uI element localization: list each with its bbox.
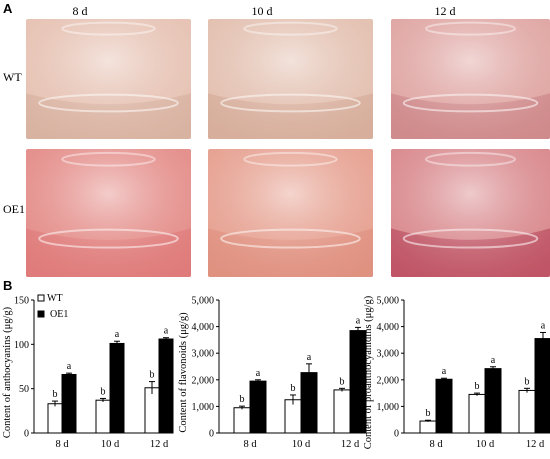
significance-letter: b bbox=[426, 408, 431, 419]
significance-letter: a bbox=[164, 326, 169, 337]
y-tick-label: 1,000 bbox=[377, 402, 400, 413]
legend-label-wt: WT bbox=[47, 293, 63, 304]
bar-oe1-2 bbox=[300, 372, 318, 434]
significance-letter: a bbox=[256, 368, 261, 379]
y-tick-label: 50 bbox=[19, 384, 29, 395]
significance-letter: a bbox=[491, 355, 496, 366]
significance-letter: b bbox=[340, 376, 345, 387]
legend-swatch-oe1 bbox=[37, 310, 45, 318]
y-tick-label: 1,000 bbox=[192, 402, 215, 413]
bar-wt-3 bbox=[144, 387, 160, 434]
significance-letter: a bbox=[541, 320, 546, 331]
legend-swatch-wt bbox=[37, 294, 45, 302]
bar-wt-1 bbox=[233, 407, 251, 434]
day-label-8d: 8 d bbox=[72, 4, 88, 18]
y-tick-label: 0 bbox=[394, 429, 399, 440]
y-axis-label: Content of anthocyanins (μg/g) bbox=[2, 306, 13, 438]
bar-oe1-1 bbox=[435, 378, 453, 434]
y-tick-label: 2,000 bbox=[192, 375, 215, 386]
x-tick-label: 8 d bbox=[429, 439, 443, 450]
bar-wt-3 bbox=[333, 389, 351, 434]
x-tick-label: 10 d bbox=[292, 439, 311, 450]
bar-oe1-1 bbox=[61, 373, 77, 434]
flask-photo-wt-2 bbox=[208, 19, 373, 139]
y-tick-label: 150 bbox=[14, 296, 29, 307]
x-tick-label: 12 d bbox=[526, 439, 545, 450]
flask-photo-oe1-3 bbox=[391, 149, 550, 277]
x-tick-label: 10 d bbox=[476, 439, 495, 450]
significance-letter: a bbox=[356, 315, 361, 326]
y-tick-label: 3,000 bbox=[192, 349, 215, 360]
y-tick-label: 0 bbox=[209, 429, 214, 440]
x-tick-label: 8 d bbox=[243, 439, 257, 450]
y-axis-label: Content of proanthocyanidins (μg/g) bbox=[363, 295, 374, 449]
x-tick-label: 8 d bbox=[55, 439, 69, 450]
day-label-12d: 12 d bbox=[434, 4, 456, 18]
y-tick-label: 5,000 bbox=[377, 296, 400, 307]
significance-letter: b bbox=[101, 386, 106, 397]
bar-oe1-1 bbox=[249, 380, 267, 434]
x-tick-label: 10 d bbox=[101, 439, 120, 450]
panel-b-label: B bbox=[3, 278, 13, 293]
panel-a-label: A bbox=[3, 1, 13, 16]
y-tick-label: 4,000 bbox=[377, 322, 400, 333]
flask-photo-oe1-1 bbox=[26, 149, 191, 277]
y-tick-label: 5,000 bbox=[192, 296, 215, 307]
day-label-10d: 10 d bbox=[251, 4, 273, 18]
significance-letter: a bbox=[67, 361, 72, 372]
significance-letter: b bbox=[240, 394, 245, 405]
flask-photo-oe1-2 bbox=[208, 149, 373, 277]
bar-wt-2 bbox=[284, 399, 302, 434]
significance-letter: b bbox=[53, 389, 58, 400]
bar-oe1-3 bbox=[158, 338, 174, 434]
significance-letter: b bbox=[475, 381, 480, 392]
row-label-wt: WT bbox=[3, 70, 22, 84]
bar-wt-1 bbox=[419, 420, 437, 434]
bar-wt-2 bbox=[95, 399, 111, 434]
x-tick-label: 12 d bbox=[150, 439, 169, 450]
flask-photo-wt-1 bbox=[26, 19, 191, 139]
significance-letter: a bbox=[442, 366, 447, 377]
bar-wt-3 bbox=[518, 389, 536, 434]
y-tick-label: 3,000 bbox=[377, 349, 400, 360]
bar-oe1-3 bbox=[534, 338, 550, 434]
bar-oe1-2 bbox=[109, 342, 125, 434]
legend-label-oe1: OE1 bbox=[50, 309, 68, 320]
flask-photo-wt-3 bbox=[391, 19, 550, 139]
significance-letter: a bbox=[115, 329, 120, 340]
significance-letter: b bbox=[150, 370, 155, 381]
y-tick-label: 100 bbox=[14, 340, 29, 351]
y-axis-label: Content of flavonoids (μg/g) bbox=[178, 312, 189, 433]
significance-letter: a bbox=[307, 352, 312, 363]
row-label-oe1: OE1 bbox=[3, 202, 25, 216]
y-tick-label: 0 bbox=[24, 429, 29, 440]
significance-letter: b bbox=[525, 376, 530, 387]
bar-wt-1 bbox=[47, 403, 63, 434]
y-tick-label: 2,000 bbox=[377, 375, 400, 386]
bar-wt-2 bbox=[468, 393, 486, 434]
significance-letter: b bbox=[291, 383, 296, 394]
y-tick-label: 4,000 bbox=[192, 322, 215, 333]
x-tick-label: 12 d bbox=[341, 439, 360, 450]
bar-oe1-2 bbox=[484, 368, 502, 434]
